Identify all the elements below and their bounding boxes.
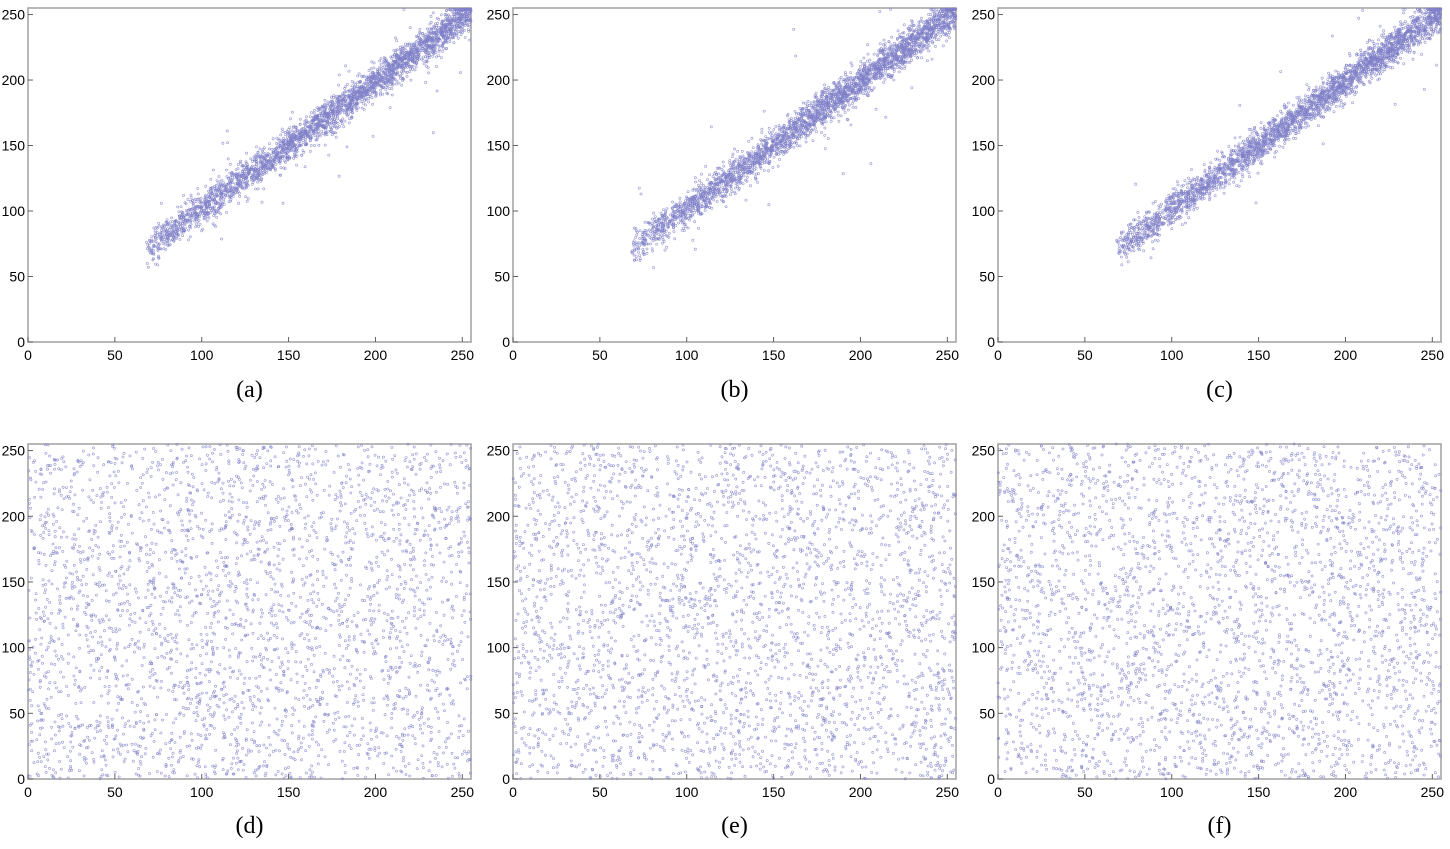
scatter-point bbox=[334, 94, 338, 98]
scatter-point bbox=[258, 147, 262, 151]
scatter-point bbox=[208, 190, 212, 194]
scatter-point bbox=[437, 49, 441, 53]
scatter-point bbox=[426, 56, 430, 60]
x-tick-label: 150 bbox=[277, 347, 301, 363]
scatter-point bbox=[341, 117, 345, 121]
scatter-point bbox=[287, 128, 291, 132]
scatter-point bbox=[409, 78, 413, 82]
scatter-point bbox=[468, 38, 471, 42]
x-tick-label: 200 bbox=[849, 347, 873, 363]
x-tick-label: 100 bbox=[190, 347, 214, 363]
x-tick-label: 200 bbox=[364, 347, 388, 363]
scatter-point bbox=[425, 27, 429, 31]
scatter-point bbox=[170, 216, 174, 220]
scatter-point bbox=[446, 26, 450, 30]
scatter-point bbox=[166, 227, 170, 231]
chart-panel-a: 0 50 100 150 200 250 0 50 100 150 200 250 (a) bbox=[2, 7, 475, 403]
scatter-point bbox=[375, 92, 379, 96]
scatter-point bbox=[441, 45, 445, 48]
scatter-point bbox=[395, 39, 399, 43]
x-tick-label: 250 bbox=[936, 347, 960, 363]
y-tick-label: 200 bbox=[2, 72, 26, 88]
y-tick-label: 200 bbox=[487, 72, 511, 88]
scatter-point bbox=[159, 201, 163, 205]
y-tick-label: 50 bbox=[494, 269, 510, 285]
y-tick-label: 150 bbox=[487, 138, 511, 154]
scatter-point bbox=[219, 212, 223, 216]
x-tick-label: 100 bbox=[675, 347, 699, 363]
x-tick-label: 0 bbox=[509, 347, 517, 363]
scatter-point bbox=[160, 228, 164, 232]
scatter-point bbox=[400, 83, 404, 87]
scatter-point bbox=[215, 215, 219, 219]
x-tick-label: 50 bbox=[592, 347, 608, 363]
scatter-point bbox=[397, 81, 401, 85]
y-tick-label: 250 bbox=[487, 7, 511, 23]
y-tick-label: 100 bbox=[487, 203, 511, 219]
scatter-point bbox=[211, 168, 215, 172]
scatter-point bbox=[403, 42, 407, 46]
y-tick-label: 50 bbox=[9, 269, 25, 285]
scatter-point bbox=[196, 225, 200, 228]
scatter-point bbox=[157, 224, 161, 228]
x-tick-label: 250 bbox=[451, 347, 475, 363]
x-tick-label: 50 bbox=[107, 347, 123, 363]
scatter-point bbox=[399, 70, 403, 74]
scatter-point bbox=[379, 88, 383, 92]
y-tick-label: 150 bbox=[2, 138, 26, 154]
scatter-point bbox=[228, 162, 232, 166]
x-tick-label: 0 bbox=[24, 347, 32, 363]
y-tick-label: 0 bbox=[17, 334, 25, 350]
y-tick-label: 100 bbox=[2, 203, 26, 219]
scatter-point bbox=[268, 156, 272, 160]
scatter-point bbox=[404, 70, 408, 74]
scatter-point bbox=[369, 72, 372, 76]
scatter-point bbox=[418, 27, 422, 31]
y-tick-label: 250 bbox=[2, 7, 26, 23]
x-tick-label: 150 bbox=[762, 347, 786, 363]
scatter-point bbox=[290, 110, 294, 114]
scatter-points bbox=[145, 7, 473, 269]
scatter-point bbox=[462, 28, 466, 32]
scatter-point bbox=[152, 239, 156, 243]
panel-caption: (a) bbox=[236, 377, 263, 403]
y-tick-label: 0 bbox=[502, 334, 510, 350]
